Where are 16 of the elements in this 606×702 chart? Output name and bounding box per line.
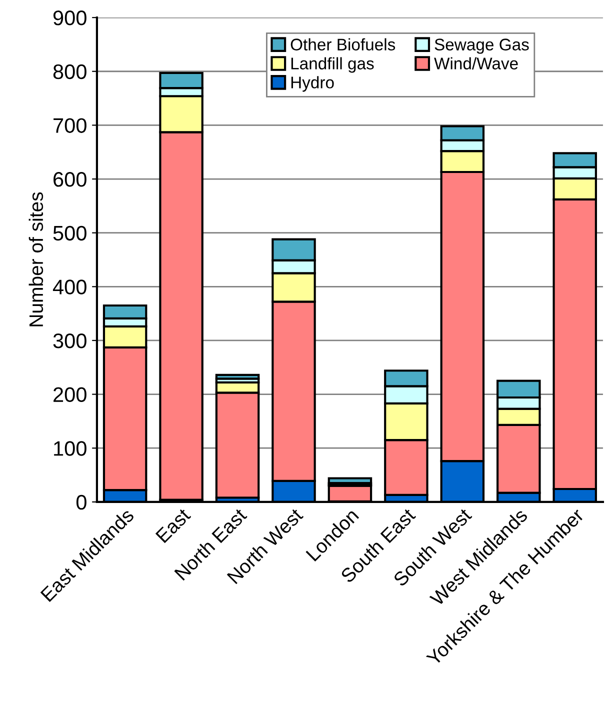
- y-tick-label: 0: [76, 494, 86, 510]
- y-tick-label: 800: [53, 64, 86, 80]
- y-tick-label: 500: [53, 226, 86, 241]
- y-tick-label: 200: [54, 387, 86, 402]
- y-tick-label: 100: [54, 441, 86, 456]
- legend-label: Hydro: [291, 76, 334, 92]
- legend-label: Sewage Gas: [434, 38, 529, 54]
- y-tick-label: 400: [52, 280, 86, 294]
- legend-label: Landfill gas: [291, 57, 374, 73]
- legend-label: Other Biofuels: [290, 38, 396, 50]
- y-tick-label: 300: [53, 333, 86, 348]
- y-tick-label: 700: [54, 118, 86, 133]
- y-axis-title: Number of sites: [28, 192, 44, 326]
- legend-label: Wind/Wave: [434, 57, 518, 70]
- y-tick-label: 600: [54, 172, 86, 187]
- y-tick-label: 900: [53, 10, 86, 26]
